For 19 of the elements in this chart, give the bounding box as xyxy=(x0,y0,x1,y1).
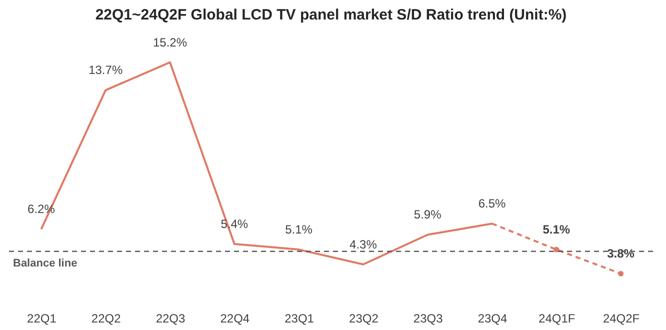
x-tick-label: 22Q3 xyxy=(156,312,186,326)
x-tick-label: 24Q2F xyxy=(602,312,640,326)
x-tick-label: 22Q1 xyxy=(27,312,57,326)
x-tick-label: 24Q1F xyxy=(538,312,576,326)
chart-title: 22Q1~24Q2F Global LCD TV panel market S/D Ratio trend (Unit:%) xyxy=(95,6,567,24)
x-tick-label: 23Q4 xyxy=(478,312,508,326)
data-label: 5.9% xyxy=(414,208,442,222)
data-label: 5.1% xyxy=(542,222,570,237)
x-tick-label: 23Q2 xyxy=(349,312,379,326)
x-tick-label: 23Q1 xyxy=(284,312,314,326)
data-label: 4.3% xyxy=(350,237,378,252)
data-label: 15.2% xyxy=(152,35,188,50)
data-label: 13.7% xyxy=(88,63,123,78)
x-tick-label: 22Q4 xyxy=(220,312,250,326)
x-tick-label: 23Q3 xyxy=(413,312,444,326)
data-label: 6.5% xyxy=(478,196,506,211)
data-label: 5.1% xyxy=(285,222,313,237)
x-tick-label: 22Q2 xyxy=(91,312,122,326)
ref-line-label: Balance line xyxy=(13,257,78,270)
